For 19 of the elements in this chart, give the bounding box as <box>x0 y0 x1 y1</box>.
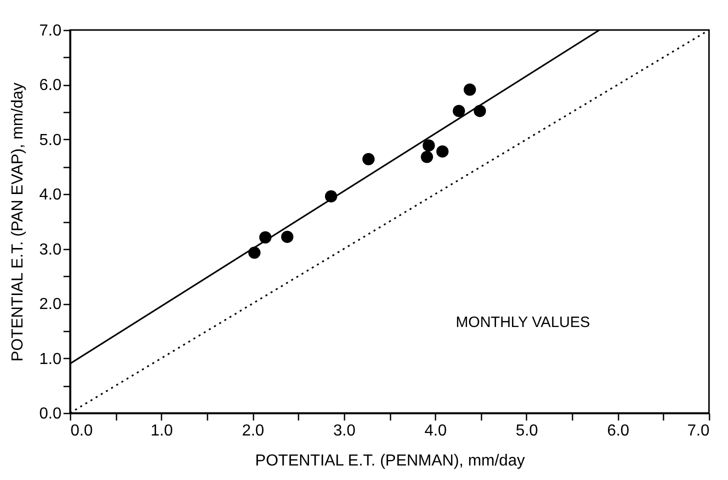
y-tick-label: 2.0 <box>39 296 62 314</box>
x-tick-label: 0.0 <box>70 422 93 440</box>
y-tick-label: 4.0 <box>39 186 62 204</box>
x-tick-label: 5.0 <box>516 422 538 440</box>
y-tick-label: 6.0 <box>39 77 62 94</box>
y-tick-label: 1.0 <box>39 350 62 368</box>
x-tick-label: 3.0 <box>333 422 356 440</box>
x-axis-title: POTENTIAL E.T. (PENMAN), mm/day <box>255 452 525 470</box>
x-tick-label: 4.0 <box>424 422 447 440</box>
x-tick-label: 2.0 <box>242 422 264 440</box>
y-tick-label: 7.0 <box>39 22 62 40</box>
y-tick-label: 3.0 <box>39 241 62 258</box>
annotation: MONTHLY VALUES <box>456 314 590 331</box>
x-tick-label: 6.0 <box>607 422 630 440</box>
y-tick-label: 0.0 <box>39 406 62 422</box>
y-tick-label: 5.0 <box>39 132 62 149</box>
x-tick-label: 7.0 <box>687 422 710 440</box>
x-tick-label: 1.0 <box>150 422 174 440</box>
y-axis-title: POTENTIAL E.T. (PAN EVAP), mm/day <box>9 82 26 362</box>
